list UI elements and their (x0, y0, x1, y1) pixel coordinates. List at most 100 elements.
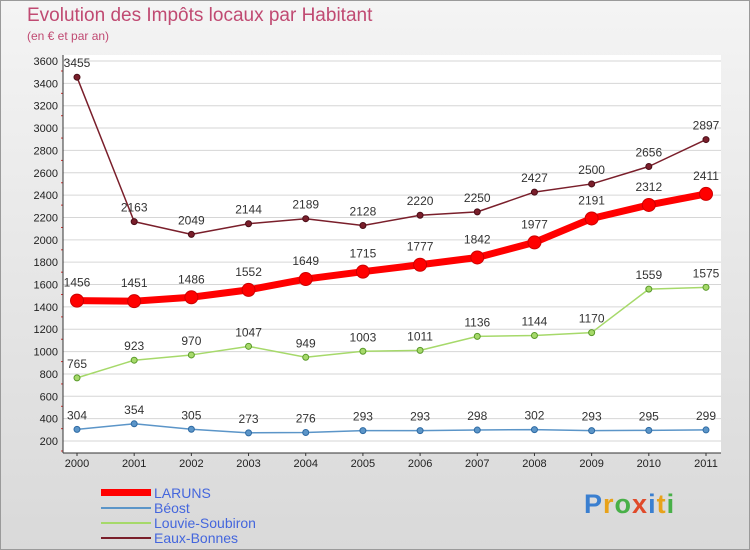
x-tick-label: 2002 (179, 458, 203, 470)
y-tick-label: 2400 (34, 190, 58, 202)
data-point-louvie (187, 351, 195, 359)
legend-swatch-beost (101, 507, 151, 509)
data-point-louvie (359, 347, 367, 355)
data-label-louvie: 1136 (464, 315, 490, 329)
legend-swatch-eaux (101, 537, 151, 539)
data-label-louvie: 1559 (635, 268, 662, 282)
axes: 200 400 600 800 1000 1200 1400 1600 1800 2000 2200… (34, 55, 721, 470)
logo-letter: x (632, 489, 649, 519)
data-point-laruns (70, 293, 84, 308)
data-label-laruns: 2411 (693, 169, 719, 183)
data-label-beost: 293 (353, 410, 373, 424)
data-point-louvie (588, 329, 596, 337)
data-label-eaux: 2427 (521, 171, 548, 185)
data-label-eaux: 2897 (693, 119, 720, 133)
plot-area (63, 55, 721, 453)
data-label-laruns: 2312 (635, 180, 662, 194)
x-tick-label: 2008 (522, 458, 546, 470)
data-point-laruns (298, 272, 313, 287)
legend-label-laruns: LARUNS (154, 485, 211, 501)
data-label-louvie: 765 (67, 357, 87, 371)
series-lines (70, 73, 713, 437)
data-point-laruns (241, 282, 256, 297)
data-point-beost (187, 425, 195, 433)
data-point-laruns (470, 250, 485, 265)
data-label-laruns: 1715 (350, 247, 377, 261)
data-point-eaux (588, 180, 596, 188)
data-point-beost (588, 427, 596, 435)
data-label-beost: 295 (639, 409, 659, 423)
data-point-laruns (699, 186, 713, 201)
data-label-laruns: 1649 (292, 254, 319, 268)
chart-title: Evolution des Impôts locaux par Habitant (27, 5, 373, 26)
data-label-laruns: 1777 (407, 240, 434, 254)
logo-letter: i (666, 489, 676, 519)
data-point-eaux (130, 218, 138, 226)
data-point-eaux (473, 208, 481, 216)
y-tick-label: 3400 (34, 78, 58, 90)
data-point-laruns (355, 264, 370, 279)
y-tick-label: 2600 (34, 168, 58, 180)
data-label-beost: 293 (410, 410, 430, 424)
x-tick-label: 2011 (694, 458, 718, 470)
y-tick-label: 1200 (34, 324, 58, 336)
data-label-beost: 354 (124, 403, 144, 417)
data-label-louvie: 1047 (235, 325, 262, 339)
data-label-beost: 304 (67, 408, 87, 422)
data-point-louvie (245, 342, 253, 350)
data-label-laruns: 1451 (121, 276, 148, 290)
data-label-eaux: 2163 (121, 201, 148, 215)
data-point-louvie (73, 374, 81, 382)
data-point-beost (702, 426, 710, 434)
y-tick-label: 1400 (34, 302, 58, 314)
data-point-louvie (473, 332, 481, 340)
data-point-laruns (584, 211, 599, 226)
legend-label-beost: Béost (154, 500, 190, 516)
y-tick-label: 1800 (34, 257, 58, 269)
data-point-laruns (184, 290, 199, 305)
x-tick-label: 2003 (236, 458, 260, 470)
data-label-eaux: 2144 (235, 203, 262, 217)
data-labels: 304 354 305 273 276 293 293 298 302 293 295 299 765 9… (64, 56, 720, 426)
data-point-eaux (359, 222, 367, 230)
y-tick-label: 1600 (34, 280, 58, 292)
x-tick-label: 2010 (637, 458, 661, 470)
data-label-beost: 299 (696, 409, 716, 423)
data-label-beost: 293 (582, 410, 602, 424)
x-tick-label: 2001 (122, 458, 146, 470)
y-tick-label: 3200 (34, 101, 58, 113)
series-line-beost (76, 423, 707, 434)
x-tick-label: 2006 (408, 458, 432, 470)
data-point-beost (130, 420, 138, 428)
data-label-louvie: 1170 (579, 312, 605, 326)
data-point-louvie (302, 353, 310, 361)
data-label-beost: 305 (181, 408, 201, 422)
chart-subtitle: (en € et par an) (27, 29, 110, 43)
data-label-beost: 302 (524, 409, 544, 423)
data-point-beost (245, 429, 253, 437)
data-label-beost: 298 (467, 409, 487, 423)
data-label-eaux: 2189 (292, 198, 319, 212)
data-label-laruns: 1486 (178, 272, 205, 286)
data-point-beost (302, 429, 310, 437)
data-point-laruns (413, 257, 428, 272)
data-point-louvie (702, 283, 710, 291)
y-tick-label: 600 (40, 391, 58, 403)
data-label-laruns: 1977 (521, 217, 548, 231)
data-label-louvie: 1575 (693, 266, 720, 280)
y-tick-label: 3000 (34, 123, 58, 135)
series-line-louvie (76, 286, 707, 379)
data-point-eaux (645, 163, 653, 171)
y-tick-label: 800 (40, 369, 58, 381)
data-label-eaux: 3455 (64, 56, 91, 70)
y-tick-label: 1000 (34, 347, 58, 359)
y-tick-label: 2800 (34, 145, 58, 157)
data-point-louvie (416, 346, 424, 354)
legend-label-louvie: Louvie-Soubiron (154, 515, 256, 531)
data-point-beost (416, 427, 424, 435)
data-label-laruns: 1552 (235, 265, 262, 279)
y-tick-label: 2200 (34, 212, 58, 224)
data-label-eaux: 2500 (578, 163, 605, 177)
logo-letter: t (656, 489, 667, 519)
